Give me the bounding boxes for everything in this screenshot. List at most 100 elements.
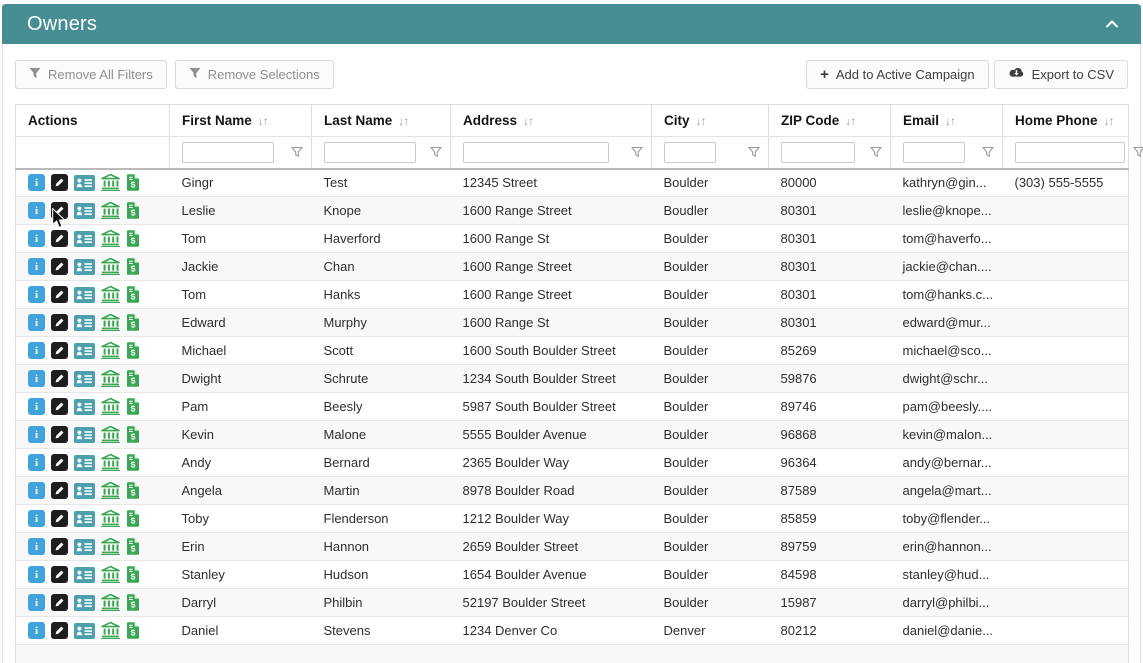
bank-icon[interactable] <box>101 622 120 639</box>
info-icon[interactable]: i <box>28 230 45 247</box>
column-header-first-name[interactable]: First Name ↓↑ <box>169 104 312 137</box>
remove-all-filters-button[interactable]: Remove All Filters <box>15 59 167 89</box>
edit-pencil-icon[interactable] <box>51 538 68 555</box>
contact-card-icon[interactable] <box>74 566 95 583</box>
money-file-icon[interactable]: $ <box>126 314 140 331</box>
bank-icon[interactable] <box>101 510 120 527</box>
bank-icon[interactable] <box>101 538 120 555</box>
money-file-icon[interactable]: $ <box>126 258 140 275</box>
bank-icon[interactable] <box>101 230 120 247</box>
money-file-icon[interactable]: $ <box>126 482 140 499</box>
info-icon[interactable]: i <box>28 566 45 583</box>
money-file-icon[interactable]: $ <box>126 594 140 611</box>
contact-card-icon[interactable] <box>74 398 95 415</box>
chevron-up-icon[interactable] <box>1105 16 1119 28</box>
sort-arrows-icon[interactable]: ↓↑ <box>398 114 409 128</box>
info-icon[interactable]: i <box>28 202 45 219</box>
filter-input-address[interactable] <box>463 141 609 163</box>
info-icon[interactable]: i <box>28 398 45 415</box>
filter-funnel-icon[interactable] <box>1133 146 1143 158</box>
money-file-icon[interactable]: $ <box>126 174 140 192</box>
money-file-icon[interactable]: $ <box>126 510 140 527</box>
money-file-icon[interactable]: $ <box>126 454 140 471</box>
filter-funnel-icon[interactable] <box>430 146 442 158</box>
column-header-home-phone[interactable]: Home Phone ↓↑ <box>1002 104 1129 137</box>
table-row[interactable]: i <box>15 252 1129 281</box>
info-icon[interactable]: i <box>28 622 45 639</box>
column-header-email[interactable]: Email ↓↑ <box>890 104 1003 137</box>
edit-pencil-icon[interactable] <box>51 174 68 192</box>
filter-input-email[interactable] <box>903 141 965 163</box>
bank-icon[interactable] <box>101 174 120 192</box>
sort-arrows-icon[interactable]: ↓↑ <box>845 114 856 128</box>
table-row[interactable]: i <box>15 448 1129 477</box>
info-icon[interactable]: i <box>28 342 45 359</box>
bank-icon[interactable] <box>101 258 120 275</box>
add-to-active-campaign-button[interactable]: + Add to Active Campaign <box>806 59 989 89</box>
table-row[interactable]: i <box>15 308 1129 337</box>
info-icon[interactable]: i <box>28 258 45 275</box>
bank-icon[interactable] <box>101 314 120 331</box>
filter-funnel-icon[interactable] <box>748 146 760 158</box>
table-row[interactable]: i <box>15 588 1129 617</box>
edit-pencil-icon[interactable] <box>51 622 68 639</box>
info-icon[interactable]: i <box>28 454 45 471</box>
contact-card-icon[interactable] <box>74 258 95 275</box>
money-file-icon[interactable]: $ <box>126 622 140 639</box>
contact-card-icon[interactable] <box>74 482 95 499</box>
money-file-icon[interactable]: $ <box>126 426 140 443</box>
info-icon[interactable]: i <box>28 286 45 303</box>
table-row[interactable]: i <box>15 420 1129 449</box>
sort-arrows-icon[interactable]: ↓↑ <box>257 114 269 128</box>
table-row[interactable]: i <box>15 224 1129 253</box>
money-file-icon[interactable]: $ <box>126 342 140 359</box>
contact-card-icon[interactable] <box>74 174 95 191</box>
bank-icon[interactable] <box>101 342 120 359</box>
contact-card-icon[interactable] <box>74 454 95 471</box>
info-icon[interactable]: i <box>28 314 45 331</box>
sort-arrows-icon[interactable]: ↓↑ <box>945 114 956 128</box>
filter-input-city[interactable] <box>664 141 716 163</box>
remove-selections-button[interactable]: Remove Selections <box>174 59 334 89</box>
edit-pencil-icon[interactable] <box>51 370 68 387</box>
column-header-zip-code[interactable]: ZIP Code ↓↑ <box>768 104 891 137</box>
bank-icon[interactable] <box>101 286 120 303</box>
info-icon[interactable]: i <box>28 482 45 499</box>
edit-pencil-icon[interactable] <box>51 230 68 247</box>
table-row[interactable]: i <box>15 168 1129 197</box>
bank-icon[interactable] <box>101 454 120 471</box>
table-row[interactable]: i <box>15 280 1129 309</box>
table-row[interactable]: i <box>15 476 1129 505</box>
bank-icon[interactable] <box>101 482 120 499</box>
info-icon[interactable]: i <box>28 370 45 387</box>
contact-card-icon[interactable] <box>74 202 95 219</box>
bank-icon[interactable] <box>101 202 120 219</box>
table-row[interactable]: i <box>15 364 1129 393</box>
money-file-icon[interactable]: $ <box>126 230 140 247</box>
info-icon[interactable]: i <box>28 594 45 611</box>
contact-card-icon[interactable] <box>74 622 95 639</box>
bank-icon[interactable] <box>101 566 120 583</box>
filter-funnel-icon[interactable] <box>291 146 303 158</box>
sort-arrows-icon[interactable]: ↓↑ <box>523 114 534 128</box>
edit-pencil-icon[interactable] <box>51 454 68 471</box>
filter-input-first-name[interactable] <box>182 141 274 163</box>
money-file-icon[interactable]: $ <box>126 202 140 219</box>
info-icon[interactable]: i <box>28 510 45 527</box>
edit-pencil-icon[interactable] <box>51 398 68 415</box>
money-file-icon[interactable]: $ <box>126 566 140 583</box>
filter-input-last-name[interactable] <box>324 141 416 163</box>
bank-icon[interactable] <box>101 398 120 415</box>
bank-icon[interactable] <box>101 370 120 387</box>
info-icon[interactable]: i <box>28 426 45 443</box>
filter-input-zip-code[interactable] <box>781 141 855 163</box>
contact-card-icon[interactable] <box>74 286 95 303</box>
table-row[interactable]: i <box>15 616 1129 645</box>
contact-card-icon[interactable] <box>74 594 95 611</box>
table-row[interactable]: i <box>15 336 1129 365</box>
sort-arrows-icon[interactable]: ↓↑ <box>1103 114 1115 128</box>
contact-card-icon[interactable] <box>74 538 95 555</box>
contact-card-icon[interactable] <box>74 230 95 247</box>
filter-funnel-icon[interactable] <box>631 146 643 158</box>
vertical-scrollbar[interactable] <box>1131 208 1140 663</box>
